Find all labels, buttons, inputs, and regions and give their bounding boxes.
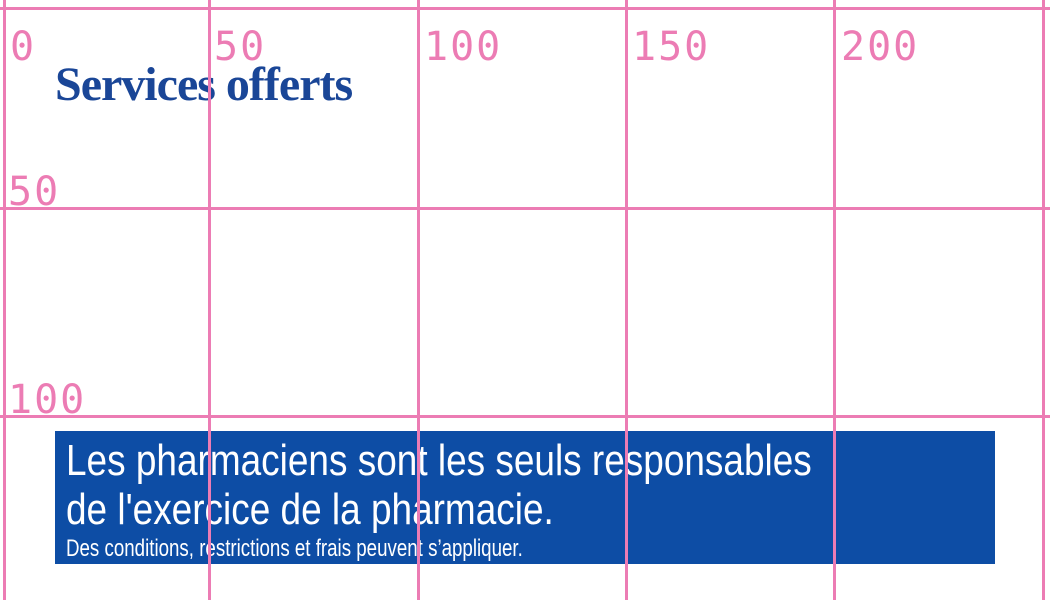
grid-vertical-line — [3, 0, 6, 600]
grid-row-label: 50 — [8, 169, 61, 215]
grid-column-label: 100 — [424, 24, 503, 70]
grid-column-label: 200 — [841, 24, 920, 70]
grid-horizontal-line — [0, 207, 1050, 210]
info-banner: Les pharmaciens sont les seuls responsab… — [55, 431, 995, 564]
grid-column-label: 150 — [632, 24, 711, 70]
grid-horizontal-line — [0, 415, 1050, 418]
grid-column-label: 0 — [10, 24, 37, 70]
banner-heading-line: de l'exercice de la pharmacie. — [66, 485, 554, 534]
grid-horizontal-line — [0, 7, 1050, 10]
banner-note: Des conditions, restrictions et frais pe… — [66, 535, 523, 562]
grid-row-label: 100 — [8, 377, 87, 423]
page-title: Services offerts — [55, 58, 353, 111]
banner-heading-line: Les pharmaciens sont les seuls responsab… — [66, 436, 812, 485]
grid-vertical-line — [1042, 0, 1045, 600]
banner-heading: Les pharmaciens sont les seuls responsab… — [66, 436, 846, 534]
